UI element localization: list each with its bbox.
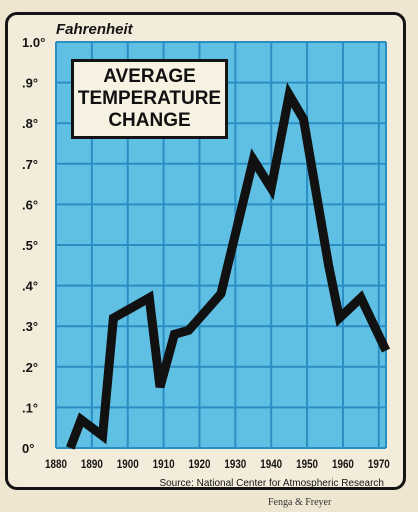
- x-tick-label: 1930: [224, 458, 246, 471]
- y-tick-label: .4°: [22, 279, 38, 294]
- artist-credit: Fenga & Freyer: [268, 497, 332, 508]
- y-tick-label: .8°: [22, 116, 38, 131]
- y-tick-label: .7°: [22, 157, 38, 172]
- title-line-1: AVERAGE: [103, 66, 196, 87]
- x-tick-label: 1900: [117, 458, 139, 471]
- y-tick-label: .5°: [22, 238, 38, 253]
- y-tick-label: .1°: [22, 400, 38, 415]
- title-line-2: TEMPERATURE: [77, 88, 222, 109]
- x-tick-label: 1880: [45, 458, 67, 471]
- y-tick-label: .3°: [22, 319, 38, 334]
- y-tick-label: .9°: [22, 76, 38, 91]
- y-axis-unit-label: Fahrenheit: [56, 21, 133, 38]
- y-tick-label: 1.0°: [22, 35, 45, 50]
- x-tick-label: 1910: [153, 458, 175, 471]
- x-tick-label: 1920: [189, 458, 211, 471]
- y-tick-label: 0°: [22, 441, 34, 456]
- title-line-3: CHANGE: [108, 110, 191, 131]
- x-tick-label: 1960: [332, 458, 354, 471]
- x-tick-label: 1940: [260, 458, 282, 471]
- source-note: Source: National Center for Atmospheric …: [159, 478, 384, 489]
- y-tick-label: .2°: [22, 360, 38, 375]
- chart-title-box: AVERAGE TEMPERATURE CHANGE: [71, 59, 228, 139]
- x-tick-label: 1970: [368, 458, 390, 471]
- x-tick-label: 1950: [296, 458, 318, 471]
- y-tick-label: .6°: [22, 197, 38, 212]
- x-tick-label: 1890: [81, 458, 103, 471]
- temperature-series-line: [66, 82, 391, 450]
